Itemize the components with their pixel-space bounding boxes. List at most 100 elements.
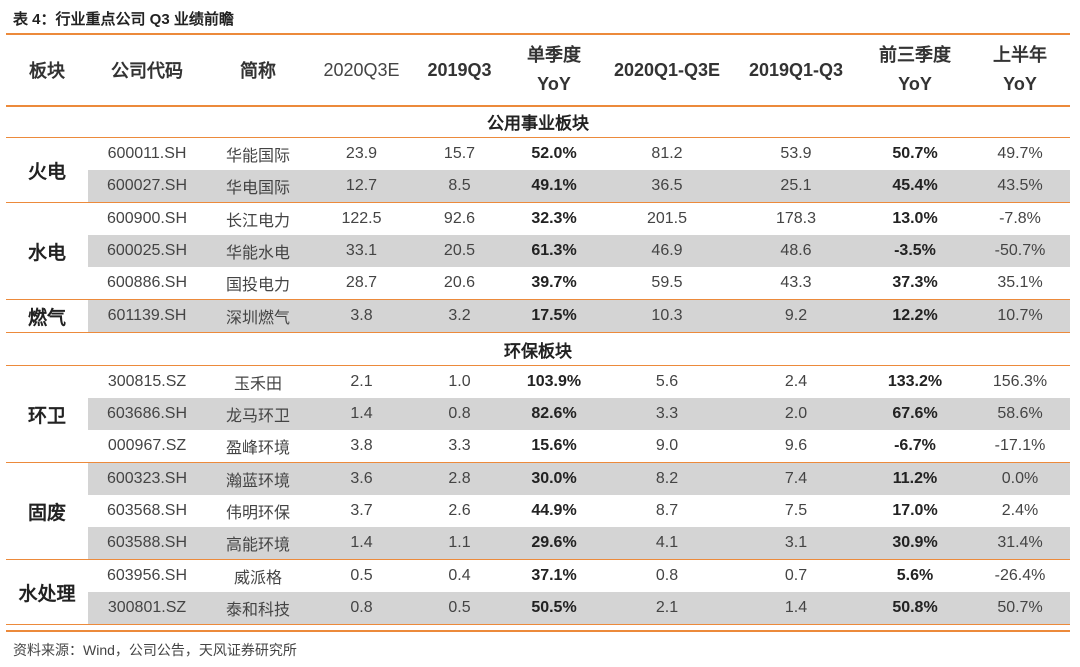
q1q3-2019-cell: 48.6 <box>732 235 860 267</box>
header-2020q3e: 2020Q3E <box>323 59 400 80</box>
q1q3-2019-cell: 3.1 <box>732 527 860 560</box>
half-year-yoy-cell: 43.5% <box>970 170 1070 203</box>
header-2020q1q3e: 2020Q1-Q3E <box>613 59 721 80</box>
table-row: 600027.SH 华电国际 12.7 8.5 49.1% 36.5 25.1 45.4% 43… <box>6 170 1070 203</box>
three-quarters-yoy-cell: 5.6% <box>896 567 934 584</box>
q1q3-2020e-cell: 3.3 <box>602 398 732 430</box>
company-name-cell: 华能国际 <box>225 148 290 165</box>
half-year-yoy-cell: 10.7% <box>970 299 1070 333</box>
half-year-yoy-cell: 31.4% <box>970 527 1070 560</box>
sector-group-label: 水电 <box>6 202 88 300</box>
q3-2020e-cell: 2.1 <box>350 373 373 390</box>
top-rule <box>6 33 1070 35</box>
company-code-cell: 603568.SH <box>106 502 188 519</box>
company-code-cell: 600886.SH <box>88 267 206 300</box>
company-name-cell: 高能环境 <box>206 527 310 560</box>
quarter-yoy-cell: 32.3% <box>531 210 577 227</box>
header-three-quarters: 前三季度 <box>879 45 951 65</box>
half-year-yoy-cell: -50.7% <box>970 235 1070 267</box>
company-code-cell: 600011.SH <box>107 145 187 162</box>
q3-2019-cell: 2.6 <box>448 502 471 519</box>
quarter-yoy-cell: 37.1% <box>531 567 577 584</box>
table-row: 603686.SH 龙马环卫 1.4 0.8 82.6% 3.3 2.0 67.6% 58.6% <box>6 398 1070 430</box>
section-title: 环保板块 <box>6 332 1070 366</box>
table-title: 表 4：行业重点公司 Q3 业绩前瞻 <box>13 11 234 28</box>
q1q3-2020e-cell: 81.2 <box>651 145 683 162</box>
company-name-cell: 瀚蓝环境 <box>206 462 310 495</box>
three-quarters-yoy-cell: 11.2% <box>860 462 970 495</box>
section-row: 公用事业板块 <box>6 105 1070 138</box>
q1q3-2019-cell: 53.9 <box>780 145 812 162</box>
q1q3-2019-cell: 178.3 <box>775 210 817 227</box>
header-three-yoy: YoY <box>898 74 932 94</box>
q3-2019-cell: 0.4 <box>448 567 471 584</box>
header-single-yoy: YoY <box>537 74 571 94</box>
header-2019q3: 2019Q3 <box>427 59 492 80</box>
table-row: 603588.SH 高能环境 1.4 1.1 29.6% 4.1 3.1 30.9% 31.4% <box>6 527 1070 560</box>
q1q3-2019-cell: 43.3 <box>732 267 860 300</box>
table-row: 600886.SH 国投电力 28.7 20.6 39.7% 59.5 43.3 37.3% 3… <box>6 267 1070 300</box>
table-row: 600025.SH 华能水电 33.1 20.5 61.3% 46.9 48.6 -3.5% -… <box>6 235 1070 267</box>
quarter-yoy-cell: 39.7% <box>506 267 602 300</box>
quarter-yoy-cell: 30.0% <box>506 462 602 495</box>
three-quarters-yoy-cell: 45.4% <box>860 170 970 203</box>
q1q3-2019-cell: 9.2 <box>732 299 860 333</box>
q1q3-2020e-cell: 36.5 <box>602 170 732 203</box>
quarter-yoy-cell: 103.9% <box>526 373 582 390</box>
half-year-yoy-cell: 58.6% <box>970 398 1070 430</box>
section-title: 公用事业板块 <box>6 105 1070 138</box>
half-year-yoy-cell: 156.3% <box>992 373 1048 390</box>
half-year-yoy-cell: 50.7% <box>970 592 1070 625</box>
company-code-cell: 600025.SH <box>88 235 206 267</box>
quarter-yoy-cell: 49.1% <box>506 170 602 203</box>
three-quarters-yoy-cell: 17.0% <box>892 502 938 519</box>
company-name-cell: 玉禾田 <box>233 376 282 393</box>
company-name-cell: 威派格 <box>233 570 282 587</box>
company-code-cell: 000967.SZ <box>88 430 206 463</box>
table-row: 000967.SZ 盈峰环境 3.8 3.3 15.6% 9.0 9.6 -6.7% -17.1… <box>6 430 1070 463</box>
header-half-year-yoy: 上半年 YoY <box>970 35 1070 105</box>
q3-2020e-cell: 3.6 <box>310 462 413 495</box>
q3-2020e-cell: 1.4 <box>310 527 413 560</box>
header-single-quarter: 单季度 <box>527 45 581 65</box>
q3-2019-cell: 8.5 <box>413 170 506 203</box>
quarter-yoy-cell: 15.6% <box>506 430 602 463</box>
header-row: 板块 公司代码 简称 2020Q3E 2019Q3 单季度 YoY 2020Q1… <box>6 35 1070 105</box>
three-quarters-yoy-cell: 67.6% <box>860 398 970 430</box>
q1q3-2019-cell: 2.4 <box>784 373 808 390</box>
half-year-yoy-cell: -7.8% <box>999 210 1041 227</box>
table-row: 环卫 300815.SZ 玉禾田 2.1 1.0 103.9% 5.6 2.4 133.2% 15… <box>6 365 1070 463</box>
company-name-cell: 长江电力 <box>225 213 290 230</box>
quarter-yoy-cell: 29.6% <box>506 527 602 560</box>
company-name-cell: 盈峰环境 <box>206 430 310 463</box>
q1q3-2019-cell: 7.4 <box>732 462 860 495</box>
q3-2020e-cell: 33.1 <box>310 235 413 267</box>
header-half-yoy: YoY <box>1003 74 1037 94</box>
three-quarters-yoy-cell: 12.2% <box>860 299 970 333</box>
three-quarters-yoy-cell: 50.7% <box>892 145 938 162</box>
half-year-yoy-cell: 2.4% <box>1001 502 1039 519</box>
table-row: 水处理 603956.SH 威派格 0.5 0.4 37.1% 0.8 0.7 5.6% -26.… <box>6 559 1070 625</box>
q3-2020e-cell: 0.5 <box>350 567 373 584</box>
three-quarters-yoy-cell: 50.8% <box>860 592 970 625</box>
three-quarters-yoy-cell: 30.9% <box>860 527 970 560</box>
earnings-table: 板块 公司代码 简称 2020Q3E 2019Q3 单季度 YoY 2020Q1… <box>6 35 1070 625</box>
half-year-yoy-cell: 35.1% <box>970 267 1070 300</box>
company-name-cell: 华能水电 <box>206 235 310 267</box>
sector-group-label: 固废 <box>6 462 88 560</box>
q3-2020e-cell: 23.9 <box>345 145 378 162</box>
table-body: 公用事业板块 火电 600011.SH 华能国际 23.9 15.7 52.0% 81.2 53… <box>6 105 1070 625</box>
q1q3-2019-cell: 0.7 <box>784 567 808 584</box>
table-row: 火电 600011.SH 华能国际 23.9 15.7 52.0% 81.2 53.9 50.7… <box>6 137 1070 203</box>
q1q3-2019-cell: 7.5 <box>784 502 808 519</box>
company-code-cell: 603956.SH <box>106 567 188 584</box>
quarter-yoy-cell: 50.5% <box>506 592 602 625</box>
q3-2020e-cell: 1.4 <box>310 398 413 430</box>
bottom-rule <box>6 630 1070 632</box>
q3-2019-cell: 20.6 <box>413 267 506 300</box>
three-quarters-yoy-cell: -6.7% <box>860 430 970 463</box>
three-quarters-yoy-cell: -3.5% <box>860 235 970 267</box>
q3-2020e-cell: 0.8 <box>310 592 413 625</box>
q1q3-2020e-cell: 201.5 <box>646 210 688 227</box>
q1q3-2019-cell: 25.1 <box>732 170 860 203</box>
